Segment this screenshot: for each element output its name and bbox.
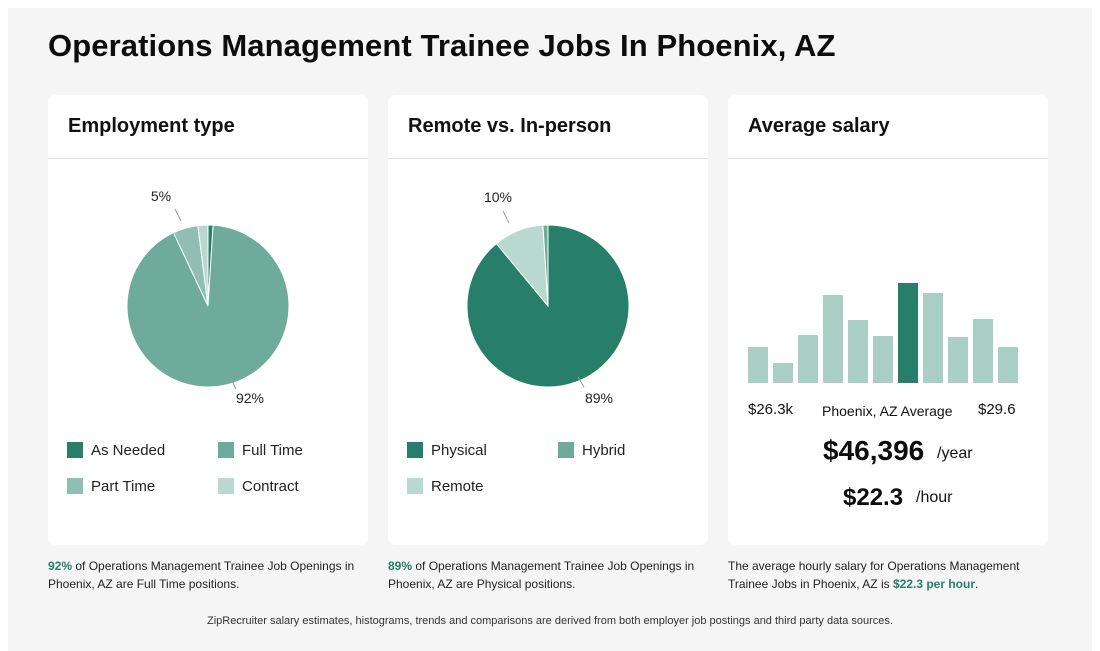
caption-text: of Operations Management Trainee Job Ope…: [388, 559, 695, 591]
employment-caption: 92% of Operations Management Trainee Job…: [48, 557, 368, 593]
pie-slice-contract: [197, 224, 209, 307]
card-divider: [48, 158, 368, 159]
caption-highlight: $22.3 per hour: [892, 577, 976, 591]
legend-item-as-needed: As Needed: [67, 441, 165, 459]
histogram-bar: [873, 336, 893, 383]
legend-label: Remote: [431, 477, 484, 495]
pie-label-small: 5%: [151, 188, 171, 204]
card-divider: [728, 158, 1048, 159]
histogram-bar: [748, 347, 768, 383]
page-title: Operations Management Trainee Jobs In Ph…: [48, 28, 836, 63]
legend-label: As Needed: [91, 441, 166, 459]
histogram-bar-highlight: [898, 283, 918, 383]
remote-pie-chart: 10% 89%: [466, 189, 630, 406]
salary-caption: The average hourly salary for Operations…: [728, 557, 1048, 593]
legend-item-remote: Remote: [407, 477, 484, 495]
pie-leader-line: [229, 376, 237, 390]
pie-slice-hybrid: [542, 224, 549, 307]
employment-pie-chart: 5% 92%: [126, 188, 290, 406]
remote-caption: 89% of Operations Management Trainee Job…: [388, 557, 708, 593]
employment-type-title: Employment type: [68, 115, 235, 137]
pie-leader-line: [502, 210, 510, 224]
histogram-bar: [948, 337, 968, 383]
legend-item-hybrid: Hybrid: [558, 441, 625, 459]
yearly-unit: /year: [937, 445, 973, 462]
page-frame: Operations Management Trainee Jobs In Ph…: [8, 8, 1092, 651]
histogram-bar: [798, 335, 818, 383]
legend-swatch: [407, 442, 423, 458]
legend-swatch: [558, 442, 574, 458]
footer-disclaimer: ZipRecruiter salary estimates, histogram…: [207, 615, 893, 627]
legend-swatch: [218, 478, 234, 494]
histogram-bar: [923, 293, 943, 383]
histogram-bar: [773, 363, 793, 383]
legend-label: Part Time: [91, 477, 156, 495]
legend-item-part-time: Part Time: [67, 477, 155, 495]
caption-text: .: [975, 577, 979, 591]
legend-swatch: [67, 442, 83, 458]
legend-item-contract: Contract: [218, 477, 299, 495]
yearly-salary: $46,396: [823, 435, 925, 466]
salary-min-label: $26.3k: [748, 401, 794, 418]
salary-average-label: Phoenix, AZ Average: [822, 403, 953, 419]
histogram-bar: [998, 347, 1018, 383]
remote-card: Remote vs. In-person 10% 89% Physical Hy…: [388, 95, 708, 545]
hourly-salary: $22.3: [843, 484, 904, 511]
hourly-unit: /hour: [916, 489, 953, 506]
histogram-bar: [973, 319, 993, 383]
salary-histogram: [748, 283, 1018, 383]
salary-max-label: $29.6: [978, 401, 1016, 418]
card-divider: [388, 158, 708, 159]
legend-swatch: [67, 478, 83, 494]
pie-label-large: 92%: [236, 390, 264, 406]
caption-highlight: 89%: [388, 559, 413, 573]
pie-label-large: 89%: [585, 390, 613, 406]
employment-type-card: Employment type 5% 92% As Needed Full Ti…: [48, 95, 368, 545]
legend-item-physical: Physical: [407, 441, 487, 459]
average-salary-title: Average salary: [748, 115, 890, 137]
legend-item-full-time: Full Time: [218, 441, 303, 459]
caption-text: of Operations Management Trainee Job Ope…: [48, 559, 355, 591]
caption-highlight: 92%: [48, 559, 73, 573]
legend-label: Full Time: [242, 441, 303, 459]
legend-swatch: [218, 442, 234, 458]
histogram-bar: [848, 320, 868, 383]
pie-leader-line: [577, 376, 585, 388]
legend-swatch: [407, 478, 423, 494]
legend-label: Hybrid: [582, 441, 626, 459]
pie-label-small: 10%: [484, 189, 512, 205]
legend-label: Physical: [431, 441, 487, 459]
histogram-bar: [823, 295, 843, 383]
average-salary-card: Average salary $26.3k Phoenix, AZ Averag…: [728, 95, 1048, 545]
remote-title: Remote vs. In-person: [408, 115, 612, 137]
caption-text: The average hourly salary for Operations…: [728, 559, 1020, 591]
legend-label: Contract: [242, 477, 299, 495]
pie-leader-line: [174, 208, 182, 222]
